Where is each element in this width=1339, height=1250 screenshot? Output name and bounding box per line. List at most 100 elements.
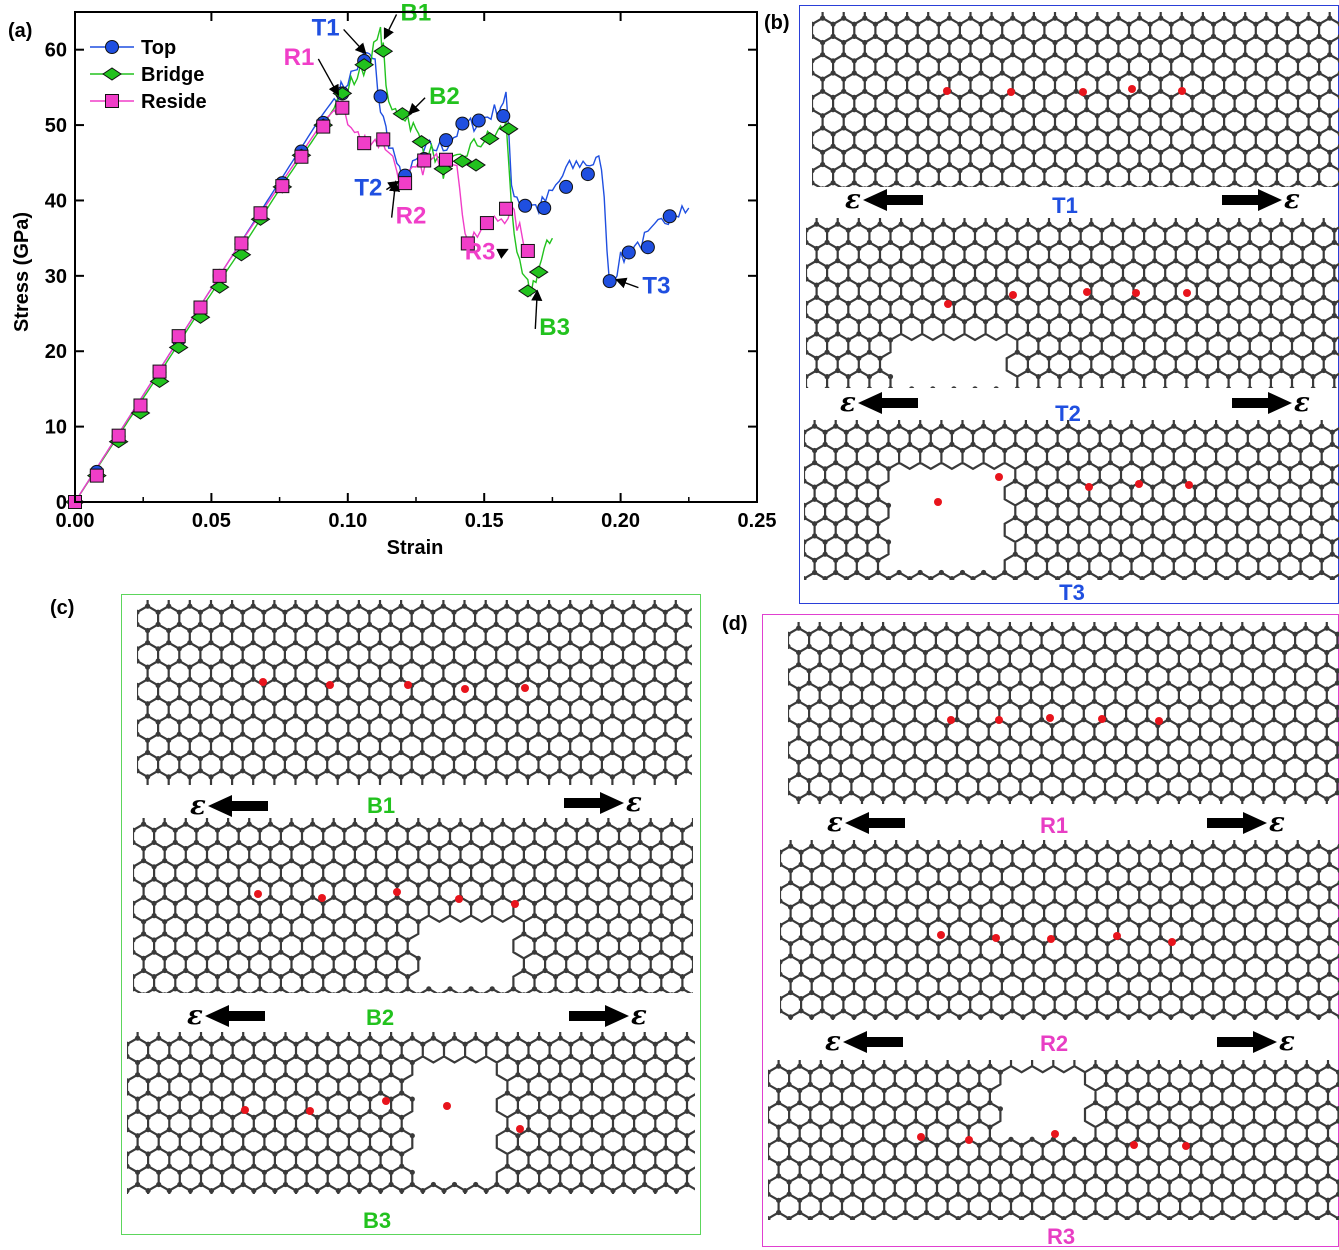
point-top (640, 240, 655, 255)
panel-c-frame (121, 594, 701, 1235)
point-reside (417, 153, 432, 168)
epsilon-symbol: ε (187, 1001, 203, 1031)
arrow-icon (564, 792, 624, 814)
point-bridge (452, 154, 473, 168)
point-reside (253, 206, 268, 221)
y-tick-label: 10 (45, 417, 67, 439)
series-line-top (74, 51, 690, 503)
y-tick-label: 20 (45, 341, 67, 363)
legend-label-top: Top (141, 37, 176, 59)
point-reside (171, 329, 186, 344)
panel-b-frame (799, 5, 1339, 604)
epsilon-symbol: ε (845, 185, 861, 215)
annotation-arrow (408, 97, 426, 115)
panel-label-d: (d) (722, 613, 748, 635)
series-line-reside (74, 107, 534, 503)
point-bridge (528, 265, 549, 279)
stress-strain-chart: T1 T2 T3 B1 B2 B3 R1 R2 R3 0.00 0.05 0.10 0.15 0.20 0… (11, 0, 777, 559)
annotation-t1: T1 (312, 14, 340, 41)
snapshot-label-r3: R3 (1046, 1224, 1076, 1249)
point-top (602, 274, 617, 289)
point-bridge (209, 280, 230, 294)
point-reside (398, 176, 413, 191)
x-tick-label: 0.20 (601, 510, 640, 532)
epsilon-symbol: ε (1284, 185, 1300, 215)
annotation-r2: R2 (396, 203, 427, 230)
x-tick-label: 0.05 (192, 510, 231, 532)
point-top (439, 133, 454, 148)
y-tick-label: 0 (56, 492, 67, 514)
arrow-icon (205, 1005, 265, 1027)
epsilon-symbol: ε (190, 791, 206, 821)
point-bridge (466, 158, 486, 172)
point-top (559, 179, 574, 194)
point-reside (152, 364, 167, 379)
x-tick-label: 0.25 (738, 510, 777, 532)
y-tick-label: 30 (45, 266, 67, 288)
point-reside (357, 136, 372, 151)
point-reside (335, 100, 350, 115)
x-tick-label: 0.15 (465, 510, 504, 532)
legend-label-bridge: Bridge (141, 64, 204, 86)
snapshot-label-r1: R1 (1039, 813, 1069, 838)
annotation-arrow (496, 248, 509, 259)
x-tick-label: 0.10 (328, 510, 367, 532)
point-top (537, 201, 552, 215)
panel-label-c: (c) (50, 597, 75, 619)
snapshot-label-b1: B1 (366, 793, 396, 818)
annotation-arrow (531, 289, 543, 329)
panel-label-a: (a) (8, 20, 33, 42)
y-tick-label: 50 (45, 115, 67, 137)
annotation-t3: T3 (642, 273, 670, 300)
snapshot-label-t3: T3 (1059, 580, 1085, 605)
point-top (621, 245, 636, 260)
annotation-arrow (343, 28, 367, 55)
panel-d-frame (762, 614, 1339, 1247)
arrow-icon (1232, 392, 1292, 414)
point-reside (111, 428, 126, 443)
point-bridge (517, 284, 538, 298)
legend-label-reside: Reside (141, 91, 207, 113)
point-top (471, 113, 486, 128)
annotation-r1: R1 (284, 44, 315, 71)
point-bridge (498, 122, 519, 136)
epsilon-symbol: ε (827, 808, 843, 838)
annotation-t2: T2 (354, 175, 382, 202)
point-top (496, 109, 511, 124)
epsilon-symbol: ε (1269, 808, 1285, 838)
point-reside (89, 468, 104, 483)
point-bridge (168, 340, 189, 355)
epsilon-symbol: ε (631, 1001, 647, 1031)
panel-label-b: (b) (764, 12, 790, 34)
epsilon-symbol: ε (840, 388, 856, 418)
legend-marker-bridge (102, 67, 122, 81)
arrow-icon (1222, 189, 1282, 211)
point-bridge (411, 135, 432, 149)
chart-legend: Top Bridge Reside (90, 37, 207, 113)
annotation-b2: B2 (429, 83, 460, 110)
point-reside (294, 149, 309, 164)
point-reside (439, 152, 454, 167)
annotation-b1: B1 (401, 0, 432, 26)
legend-marker-reside (105, 94, 119, 108)
arrow-icon (1207, 812, 1267, 834)
y-axis-label: Stress (GPa) (11, 212, 33, 332)
epsilon-symbol: ε (825, 1027, 841, 1057)
annotation-arrow (385, 180, 400, 192)
arrow-icon (863, 189, 923, 211)
point-top (373, 89, 388, 104)
arrow-icon (208, 795, 268, 817)
snapshot-label-t2: T2 (1055, 401, 1081, 426)
point-bridge (231, 248, 252, 262)
point-reside (499, 201, 514, 216)
point-top (518, 198, 533, 213)
arrow-icon (843, 1031, 903, 1053)
point-top (580, 167, 595, 182)
point-reside (479, 216, 494, 231)
annotation-arrow (317, 58, 340, 97)
point-reside (376, 132, 391, 147)
legend-marker-top (105, 40, 119, 54)
annotation-arrow (383, 14, 398, 40)
x-axis-label: Strain (387, 537, 444, 559)
x-tick-label: 0.00 (56, 510, 95, 532)
